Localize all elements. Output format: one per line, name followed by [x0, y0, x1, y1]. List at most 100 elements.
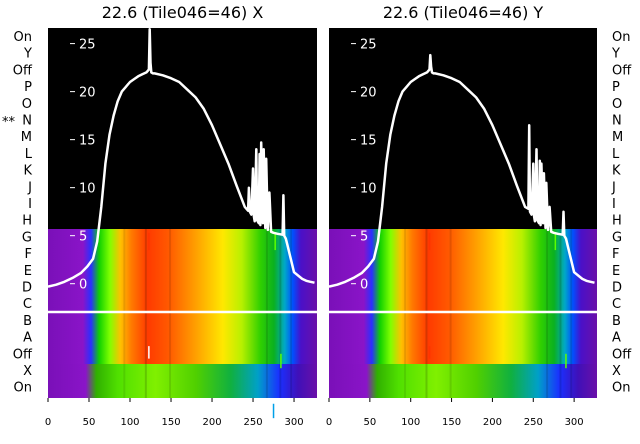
- row-label-right: X: [612, 364, 621, 379]
- heatmap-band-upper: [48, 229, 317, 364]
- x-tick-label: 0: [326, 417, 332, 428]
- row-label-right: N: [612, 114, 622, 129]
- x-tick-label: 100: [120, 417, 139, 428]
- heatmap-streak: [449, 229, 452, 398]
- row-label-right: E: [612, 264, 620, 279]
- row-label-left: On: [14, 381, 32, 396]
- row-label-right: M: [612, 130, 623, 145]
- heatmap-streak: [144, 229, 147, 398]
- row-label-right: Off: [612, 63, 632, 78]
- plot-background: [329, 28, 597, 229]
- heatmap-band-lower: [329, 364, 597, 398]
- row-label-left: A: [23, 331, 32, 346]
- heatmap-streak: [123, 229, 126, 398]
- row-label-left: B: [23, 314, 32, 329]
- y-tick-label: 15: [360, 134, 377, 149]
- row-label-left: K: [23, 164, 32, 179]
- row-label-left: L: [25, 147, 33, 162]
- x-tick-label: 50: [83, 417, 96, 428]
- x-tick-label: 0: [45, 417, 51, 428]
- row-label-right: H: [612, 214, 622, 229]
- y-tick-label: 15: [79, 134, 96, 149]
- y-tick-label: 0: [79, 278, 87, 293]
- series-line: [328, 53, 595, 288]
- row-label-right: D: [612, 281, 622, 296]
- row-label-left: Off: [13, 347, 33, 362]
- row-label-left: N: [22, 114, 32, 129]
- row-label-left: M: [21, 130, 32, 145]
- heatmap-streak: [559, 229, 562, 398]
- row-label-right: K: [612, 164, 621, 179]
- x-tick-label: 300: [565, 417, 584, 428]
- row-label-right: Off: [612, 347, 632, 362]
- row-marker: **: [2, 115, 16, 130]
- row-label-left: H: [22, 214, 32, 229]
- y-tick-label: 25: [79, 38, 96, 53]
- x-tick-label: 250: [524, 417, 543, 428]
- heatmap-streak: [404, 229, 407, 398]
- row-label-right: On: [612, 30, 630, 45]
- heatmap-band-upper: [329, 229, 597, 364]
- row-label-right: B: [612, 314, 621, 329]
- row-label-left: D: [22, 281, 32, 296]
- row-label-right: Y: [611, 47, 620, 62]
- row-label-left: O: [22, 97, 32, 112]
- row-label-right: P: [612, 80, 620, 95]
- heatmap-streak: [279, 229, 282, 398]
- heatmap-streak: [570, 229, 573, 398]
- x-tick-label: 150: [442, 417, 461, 428]
- heatmap-streak: [425, 229, 428, 398]
- x-tick-label: 300: [284, 417, 303, 428]
- heatmap-streak: [546, 229, 549, 398]
- row-label-right: O: [612, 97, 622, 112]
- x-tick-label: 200: [483, 417, 502, 428]
- chart-title: 22.6 (Tile046=46) X: [102, 3, 264, 22]
- row-label-right: F: [612, 247, 619, 262]
- y-tick-label: 10: [360, 182, 377, 197]
- row-label-right: On: [612, 381, 630, 396]
- y-tick-label: 5: [360, 230, 368, 245]
- row-label-left: I: [28, 197, 32, 212]
- row-label-right: G: [612, 230, 622, 245]
- heatmap-band-lower: [48, 364, 317, 398]
- row-label-left: C: [23, 297, 32, 312]
- row-label-right: L: [612, 147, 620, 162]
- row-label-left: P: [24, 80, 32, 95]
- row-label-left: J: [27, 180, 32, 195]
- y-tick-label: 25: [360, 38, 377, 53]
- row-label-right: A: [612, 331, 621, 346]
- x-tick-label: 100: [401, 417, 420, 428]
- heatmap-streak: [265, 229, 268, 398]
- x-tick-label: 50: [363, 417, 376, 428]
- heatmap-streak: [290, 229, 293, 398]
- chart-title: 22.6 (Tile046=46) Y: [383, 3, 544, 22]
- y-tick-label: 20: [79, 86, 96, 101]
- row-label-right: C: [612, 297, 621, 312]
- heatmap-streak: [169, 229, 172, 398]
- y-tick-label: 0: [360, 278, 368, 293]
- row-label-left: F: [25, 247, 32, 262]
- plot-background: [48, 28, 317, 229]
- row-label-left: G: [22, 230, 32, 245]
- row-label-right: I: [612, 197, 616, 212]
- row-label-left: Y: [23, 47, 32, 62]
- y-tick-label: 10: [79, 182, 96, 197]
- y-tick-label: 20: [360, 86, 377, 101]
- row-label-left: On: [14, 30, 32, 45]
- x-tick-label: 150: [161, 417, 180, 428]
- row-label-right: J: [611, 180, 616, 195]
- x-tick-label: 250: [243, 417, 262, 428]
- series-line: [47, 27, 315, 288]
- x-tick-label: 200: [202, 417, 221, 428]
- row-label-left: Off: [13, 63, 33, 78]
- y-tick-label: 5: [79, 230, 87, 245]
- row-label-left: E: [24, 264, 32, 279]
- row-label-left: X: [23, 364, 32, 379]
